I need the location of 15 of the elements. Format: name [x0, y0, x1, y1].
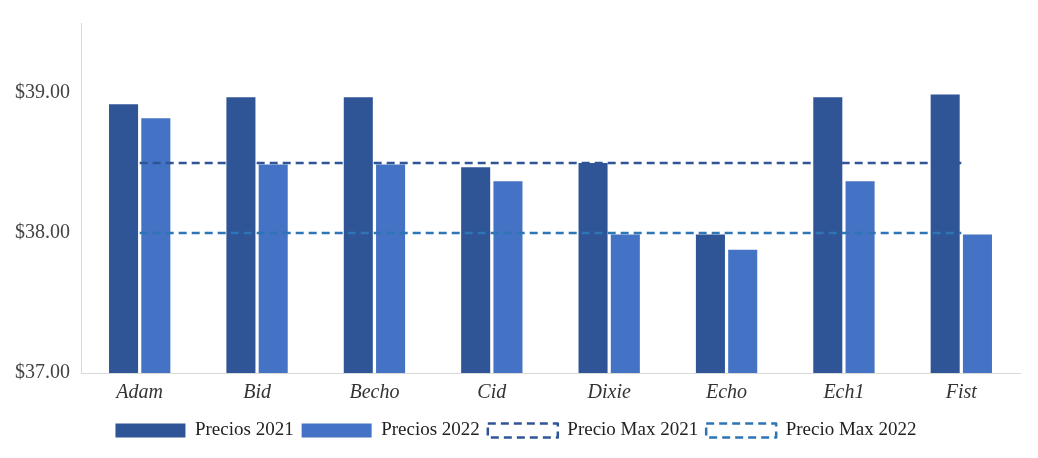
x-tick-label: Fist: [944, 380, 978, 403]
x-tick-label: Ech1: [822, 380, 865, 403]
x-tick-label: Dixie: [586, 380, 631, 403]
x-tick-label: Becho: [349, 380, 400, 403]
legend-label: Precios 2022: [381, 418, 480, 440]
y-tick-label: $39.00: [15, 80, 70, 103]
y-tick-label: $38.00: [15, 220, 70, 243]
legend-label: Precios 2021: [194, 418, 294, 440]
x-tick-label: Adam: [114, 380, 164, 403]
x-tick-label: Echo: [705, 380, 748, 403]
y-tick-label: $37.00: [15, 360, 70, 383]
legend-label: Precio Max 2021: [567, 418, 699, 440]
x-tick-label: Bid: [243, 380, 272, 403]
legend-label: Precio Max 2022: [785, 418, 917, 440]
x-tick-label: Cid: [477, 380, 508, 403]
